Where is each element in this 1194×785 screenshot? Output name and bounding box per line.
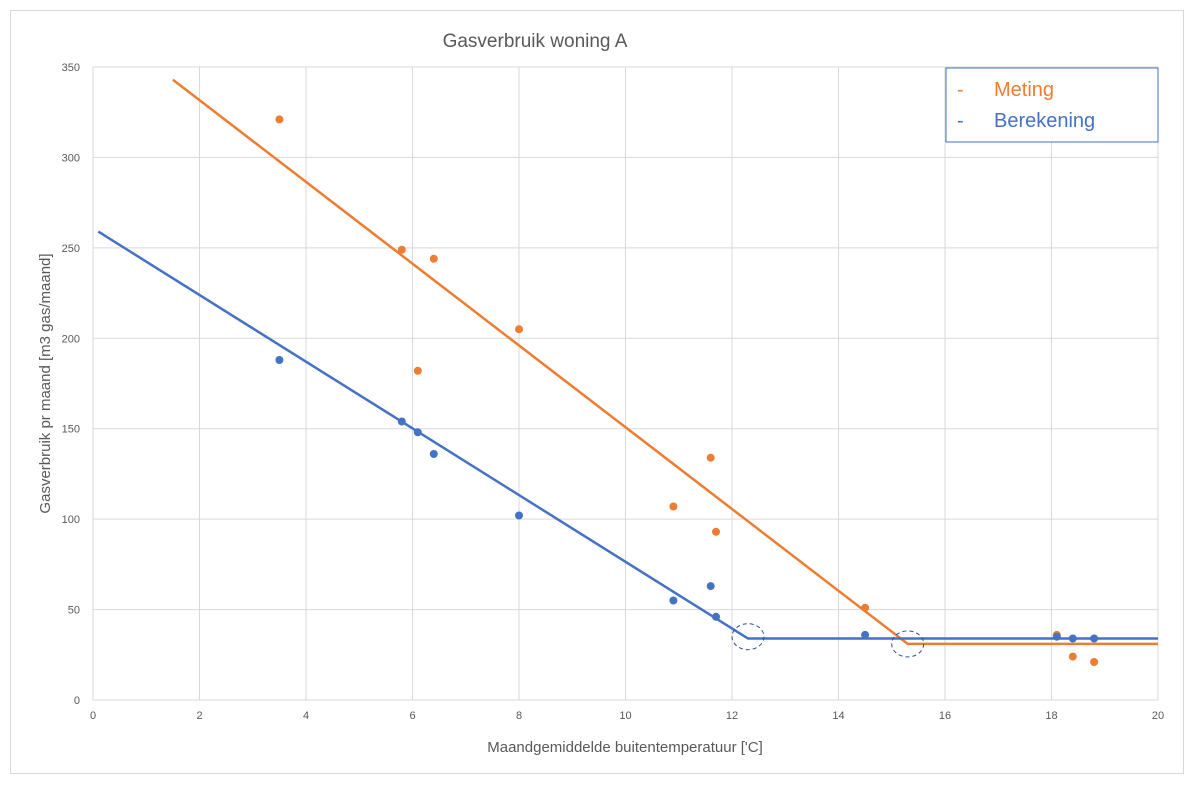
data-point-meting <box>669 502 678 511</box>
legend-label-meting: Meting <box>994 79 1054 101</box>
annotation-ellipse <box>731 623 765 651</box>
data-point-berekening <box>397 417 406 426</box>
x-tick-label: 16 <box>939 710 951 722</box>
x-axis-title: Maandgemiddelde buitentemperatuur ['C] <box>487 739 763 756</box>
data-point-berekening <box>275 356 284 364</box>
y-tick-labels: 0 50 100 150 200 250 300 350 <box>62 62 80 707</box>
x-tick-label: 14 <box>832 710 844 722</box>
y-tick-label: 0 <box>74 695 80 707</box>
data-point-berekening <box>1068 634 1077 643</box>
data-point-meting <box>706 453 715 462</box>
y-tick-label: 50 <box>68 605 80 617</box>
data-point-meting <box>275 115 284 124</box>
data-point-berekening <box>669 596 678 605</box>
data-point-meting <box>861 603 870 612</box>
y-tick-label: 250 <box>62 243 80 255</box>
trend-lines <box>97 78 1158 646</box>
data-point-berekening <box>706 582 715 591</box>
legend-box <box>945 67 1159 143</box>
y-tick-label: 200 <box>62 333 80 345</box>
data-point-berekening <box>1052 632 1061 641</box>
legend-label-berekening: Berekening <box>994 110 1095 132</box>
y-tick-label: 100 <box>62 514 80 526</box>
y-tick-label: 350 <box>62 62 80 74</box>
x-tick-label: 10 <box>619 710 631 722</box>
data-point-berekening <box>1090 634 1099 643</box>
x-tick-label: 0 <box>90 710 96 722</box>
data-point-meting <box>413 366 422 375</box>
y-tick-label: 150 <box>62 424 80 436</box>
data-point-berekening <box>413 428 422 437</box>
y-axis-title: Gasverbruik pr maand [m3 gas/maand] <box>37 253 54 513</box>
x-tick-label: 8 <box>516 710 522 722</box>
x-tick-label: 4 <box>303 710 309 722</box>
x-tick-label: 12 <box>726 710 738 722</box>
data-point-meting <box>429 254 438 263</box>
data-point-berekening <box>515 511 523 520</box>
legend: - Meting - Berekening <box>945 67 1159 143</box>
x-tick-label: 6 <box>409 710 415 722</box>
data-point-berekening <box>712 612 720 621</box>
annotation-ellipse <box>891 630 925 658</box>
legend-marker-berekening: - <box>957 110 964 132</box>
legend-marker-meting: - <box>957 79 964 101</box>
chart-title: Gasverbruik woning A <box>443 31 628 52</box>
x-tick-labels: 0 2 4 6 8 10 12 14 16 18 20 <box>90 710 1164 722</box>
data-point-meting <box>515 325 523 334</box>
data-point-meting <box>712 527 720 536</box>
trend-line-meting <box>172 78 1158 646</box>
data-point-meting <box>1090 658 1099 666</box>
y-tick-label: 300 <box>62 152 80 164</box>
trend-line-berekening <box>97 230 1158 640</box>
grid <box>92 66 1159 701</box>
x-tick-label: 20 <box>1152 710 1164 722</box>
annotations <box>731 623 925 658</box>
data-point-berekening <box>429 450 438 458</box>
x-tick-label: 2 <box>196 710 202 722</box>
x-tick-label: 18 <box>1045 710 1057 722</box>
data-point-meting <box>1068 652 1077 661</box>
data-points <box>275 115 1099 666</box>
data-point-meting <box>397 245 406 254</box>
data-point-berekening <box>861 630 870 639</box>
